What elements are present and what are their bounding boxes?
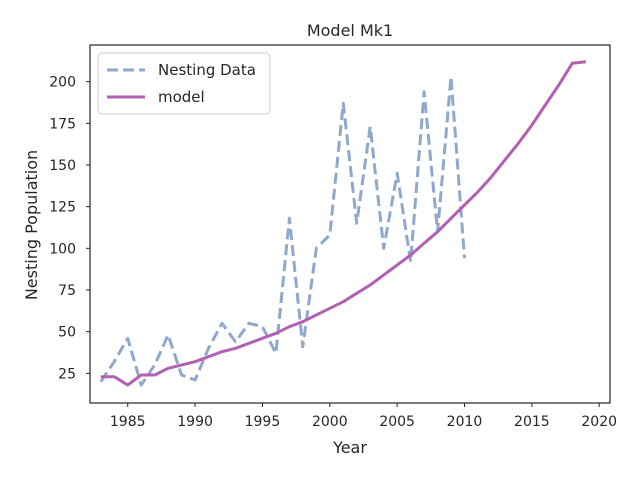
x-tick-label: 2010	[447, 414, 483, 430]
x-tick-label: 1995	[245, 414, 281, 430]
y-tick-label: 125	[49, 200, 76, 216]
x-tick-label: 1985	[110, 414, 146, 430]
y-tick-label: 175	[49, 116, 76, 132]
legend-box	[97, 52, 271, 115]
y-axis-label: Nesting Population	[22, 150, 41, 300]
legend-label: Nesting Data	[158, 61, 256, 79]
legend: Nesting Data model	[97, 52, 271, 115]
chart-title: Model Mk1	[307, 21, 393, 40]
y-tick-label: 50	[58, 325, 76, 341]
axis-ticks: 1985 1990 1995 2000 2005 2010 2015 2020 25 50 75 10…	[49, 75, 617, 430]
y-tick-label: 200	[49, 75, 76, 91]
x-tick-label: 2005	[379, 414, 415, 430]
x-tick-label: 2020	[581, 414, 617, 430]
x-tick-label: 2015	[514, 414, 550, 430]
y-tick-label: 100	[49, 241, 76, 257]
y-tick-label: 75	[58, 283, 76, 299]
plot-frame	[89, 44, 611, 404]
y-tick-label: 150	[49, 158, 76, 174]
y-tick-label: 25	[58, 366, 76, 382]
x-tick-label: 1990	[177, 414, 213, 430]
series-line-nesting-data	[99, 75, 466, 387]
plot-lines	[99, 60, 586, 387]
x-tick-label: 2000	[312, 414, 348, 430]
series-line-model	[100, 60, 586, 387]
legend-label: model	[158, 88, 205, 106]
x-axis-label: Year	[332, 438, 367, 457]
